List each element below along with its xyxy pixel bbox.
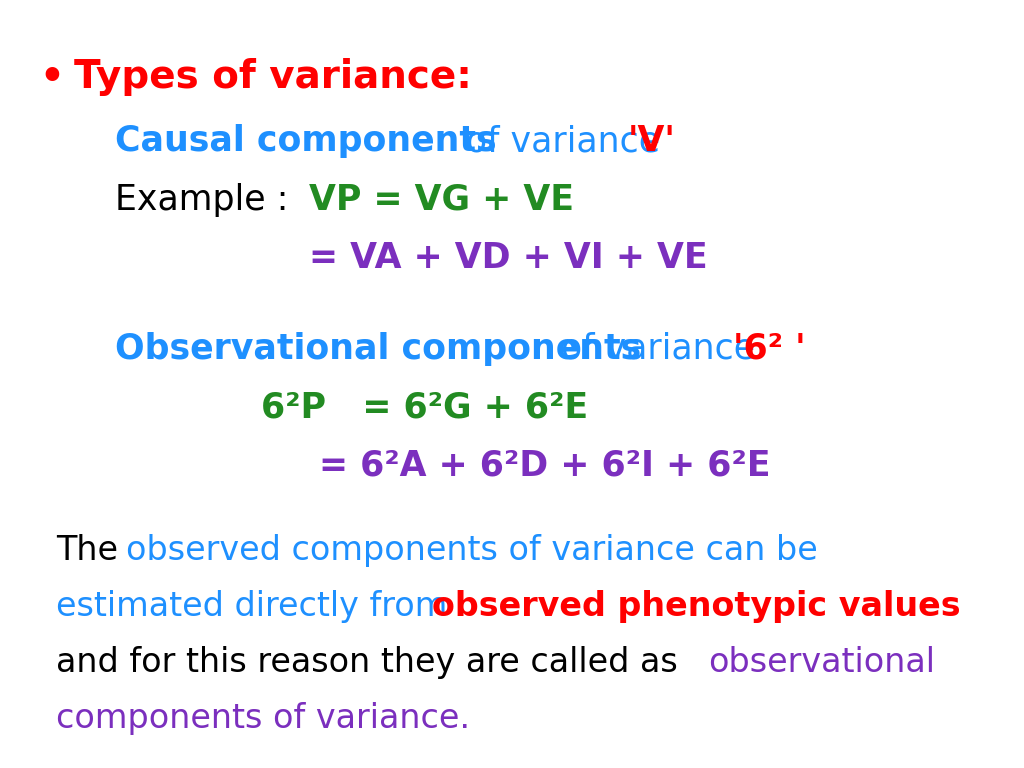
Text: Causal components: Causal components	[115, 124, 497, 158]
Text: The: The	[56, 534, 139, 567]
Text: observational: observational	[709, 646, 936, 679]
Text: Example :: Example :	[115, 183, 299, 217]
Text: observed phenotypic values: observed phenotypic values	[432, 590, 961, 623]
Text: Types of variance:: Types of variance:	[74, 58, 472, 95]
Text: VP = VG + VE: VP = VG + VE	[309, 183, 574, 217]
Text: 6²P   = 6²G + 6²E: 6²P = 6²G + 6²E	[261, 390, 588, 424]
Text: •: •	[39, 58, 63, 95]
Text: estimated directly from: estimated directly from	[56, 590, 459, 623]
Text: = 6²A + 6²D + 6²I + 6²E: = 6²A + 6²D + 6²I + 6²E	[319, 449, 771, 482]
Text: and for this reason they are called as: and for this reason they are called as	[56, 646, 689, 679]
Text: components of variance.: components of variance.	[56, 702, 470, 735]
Text: '6² ': '6² '	[733, 332, 806, 366]
Text: Observational components: Observational components	[115, 332, 641, 366]
Text: of variance: of variance	[466, 124, 671, 158]
Text: = VA + VD + VI + VE: = VA + VD + VI + VE	[309, 241, 708, 275]
Text: 'V': 'V'	[628, 124, 676, 158]
Text: of variance: of variance	[561, 332, 777, 366]
Text: observed components of variance can be: observed components of variance can be	[126, 534, 818, 567]
